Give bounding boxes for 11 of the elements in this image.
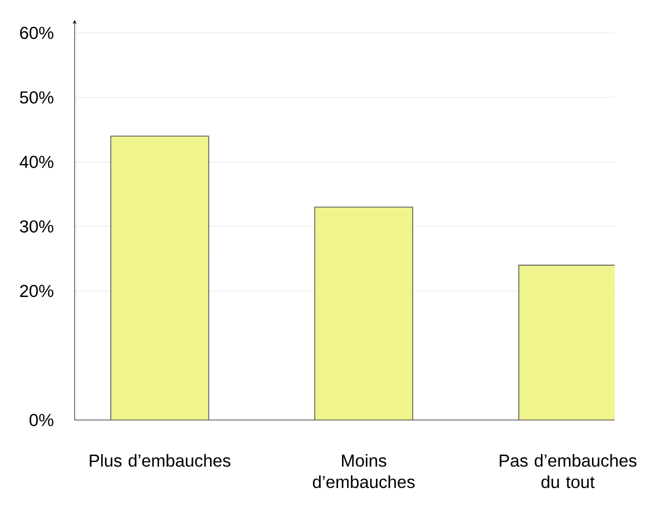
y-tick-label: 40% [20, 156, 54, 168]
bar [314, 206, 414, 420]
bar [110, 136, 210, 420]
y-tick-label: 30% [20, 220, 54, 233]
x-tick-label: Pas d’embauches du tout [500, 454, 636, 488]
y-tick-label: 50% [20, 91, 54, 104]
y-tick-label: 20% [20, 284, 54, 298]
x-tick-label: Moins d’embauches [312, 454, 415, 488]
x-tick-label: Plus d’embauches [90, 454, 230, 467]
y-tick-label: 0% [30, 414, 54, 426]
y-tick-label: 60% [20, 26, 54, 40]
